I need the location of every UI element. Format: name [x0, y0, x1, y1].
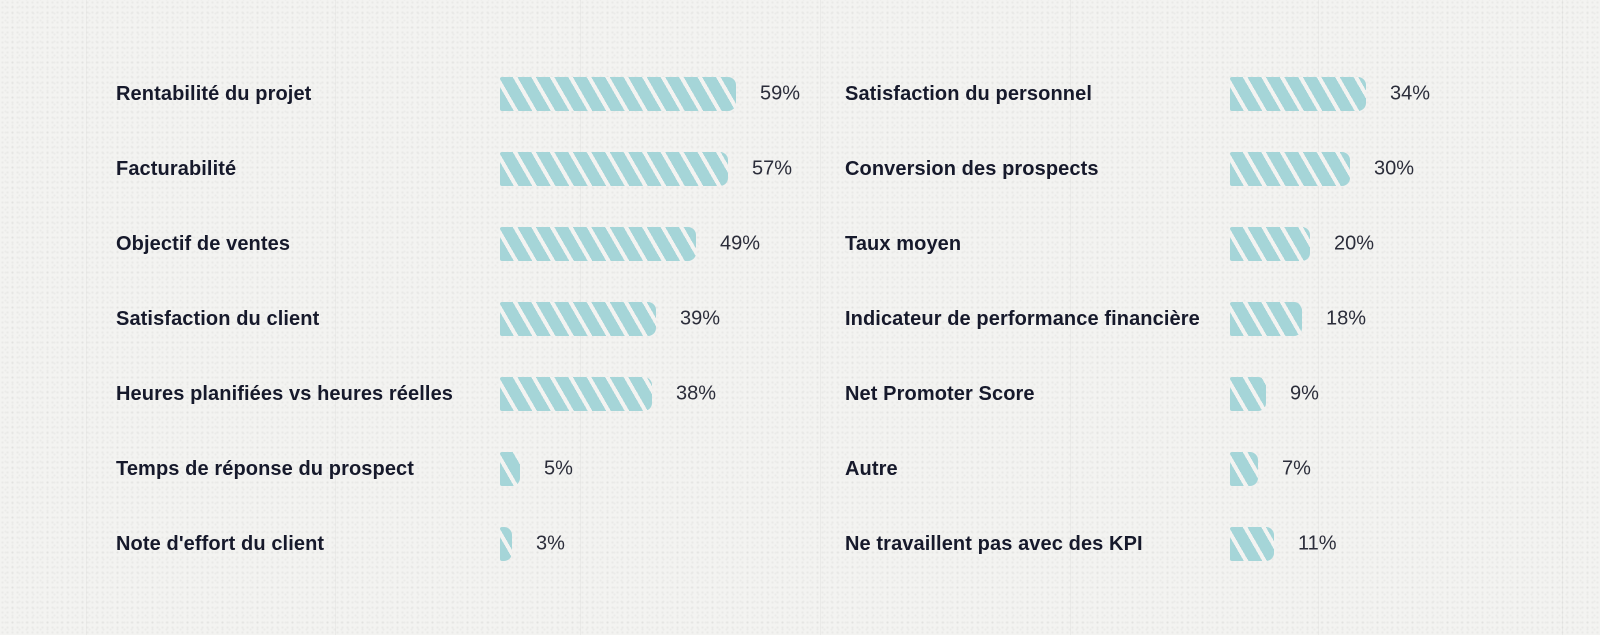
bar-label: Satisfaction du client — [116, 308, 320, 330]
bar-label: Note d'effort du client — [116, 533, 325, 555]
bar — [500, 452, 520, 486]
bar-label: Conversion des prospects — [845, 158, 1099, 180]
value-label: 18% — [1326, 307, 1367, 330]
bar-row: Conversion des prospects 30% — [845, 132, 1545, 206]
bar — [1230, 527, 1274, 561]
bar — [500, 377, 652, 411]
value-label: 3% — [536, 532, 565, 555]
bar-label: Satisfaction du personnel — [845, 83, 1092, 105]
bar-label: Heures planifiées vs heures réelles — [116, 383, 454, 405]
bar — [1230, 302, 1302, 336]
value-label: 20% — [1334, 232, 1375, 255]
bar-row: Indicateur de performance financière 18% — [845, 282, 1545, 356]
bar-label: Autre — [845, 458, 898, 480]
value-label: 5% — [544, 457, 573, 480]
bar — [500, 227, 696, 261]
bar-row: Note d'effort du client 3% — [116, 507, 816, 581]
bar-row: Net Promoter Score 9% — [845, 357, 1545, 431]
bar-label: Objectif de ventes — [116, 233, 291, 255]
bar-row: Satisfaction du personnel 34% — [845, 57, 1545, 131]
bar — [500, 527, 512, 561]
value-label: 39% — [680, 307, 721, 330]
value-label: 30% — [1374, 157, 1415, 180]
value-label: 34% — [1390, 82, 1431, 105]
value-label: 11% — [1298, 532, 1337, 555]
bar-row: Taux moyen 20% — [845, 207, 1545, 281]
bar-label: Taux moyen — [845, 233, 962, 255]
value-label: 7% — [1282, 457, 1311, 480]
bar-label: Net Promoter Score — [845, 383, 1035, 405]
bar-row: Facturabilité 57% — [116, 132, 816, 206]
bar — [500, 77, 736, 111]
bar-row: Autre 7% — [845, 432, 1545, 506]
bar-label: Ne travaillent pas avec des KPI — [845, 533, 1143, 555]
bar-label: Indicateur de performance financière — [845, 308, 1200, 330]
bar — [1230, 152, 1350, 186]
bar — [1230, 227, 1310, 261]
bar — [1230, 452, 1258, 486]
bar-row: Temps de réponse du prospect 5% — [116, 432, 816, 506]
bar-row: Rentabilité du projet 59% — [116, 57, 816, 131]
bar — [1230, 377, 1266, 411]
value-label: 49% — [720, 232, 761, 255]
bar — [500, 152, 728, 186]
bar-label: Temps de réponse du prospect — [116, 458, 415, 480]
value-label: 59% — [760, 82, 801, 105]
bar-label: Rentabilité du projet — [116, 83, 312, 105]
bar — [500, 302, 656, 336]
value-label: 38% — [676, 382, 717, 405]
value-label: 57% — [752, 157, 793, 180]
bar-row: Satisfaction du client 39% — [116, 282, 816, 356]
bar-row: Objectif de ventes 49% — [116, 207, 816, 281]
value-label: 9% — [1290, 382, 1319, 405]
bar-row: Ne travaillent pas avec des KPI 11% — [845, 507, 1545, 581]
bar — [1230, 77, 1366, 111]
bar-row: Heures planifiées vs heures réelles 38% — [116, 357, 816, 431]
bar-label: Facturabilité — [116, 158, 237, 180]
